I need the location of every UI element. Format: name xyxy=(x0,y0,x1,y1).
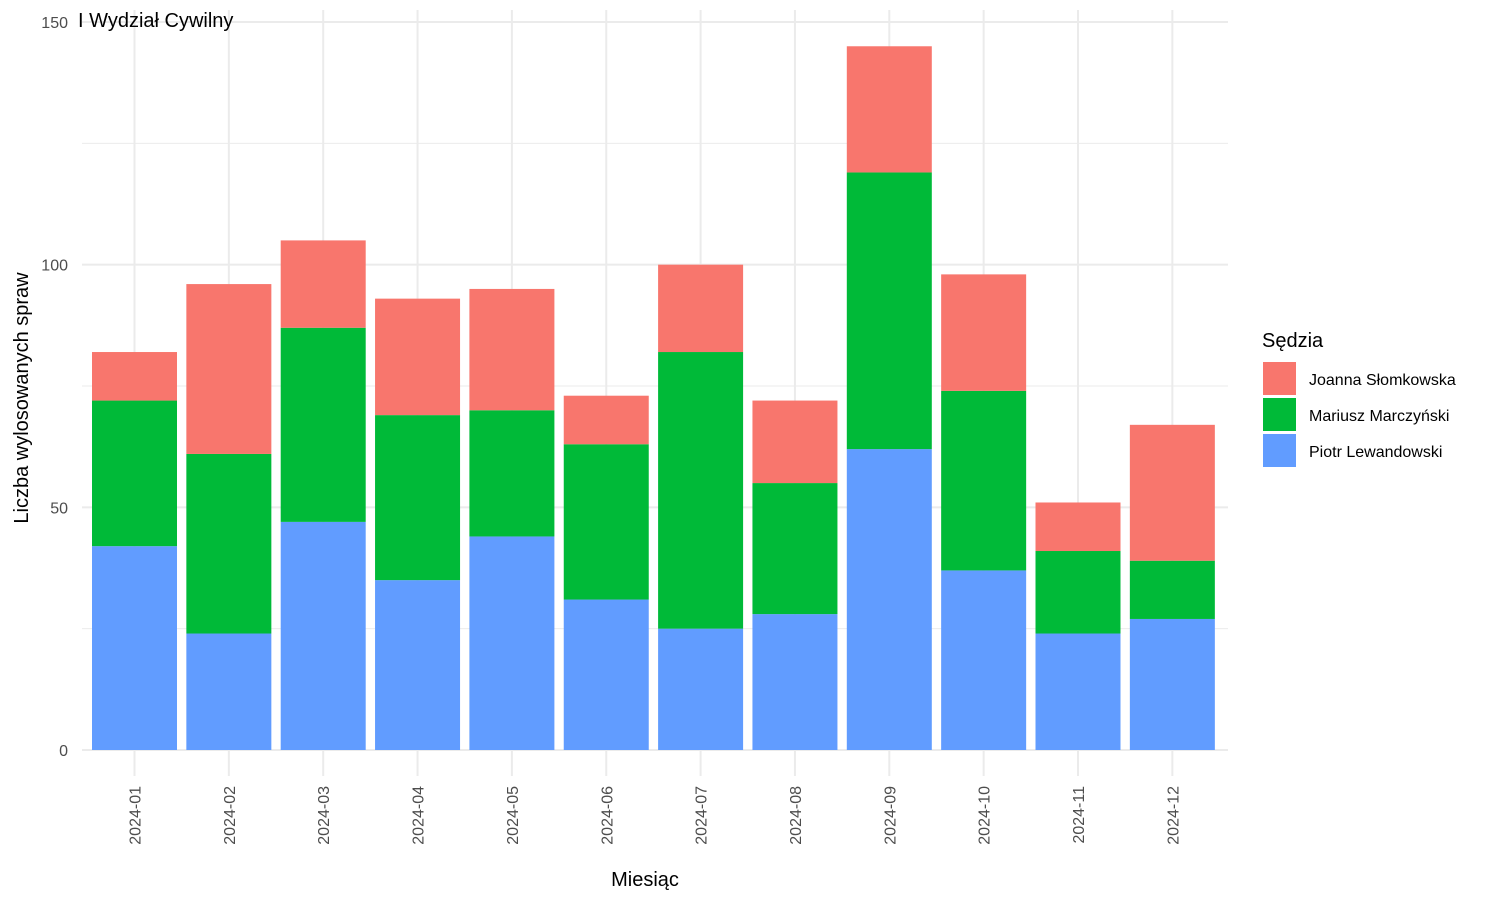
bar-segment xyxy=(186,453,272,634)
bar-segment xyxy=(469,410,555,537)
bars xyxy=(92,46,1215,750)
bar-segment xyxy=(92,400,177,547)
bar-segment xyxy=(752,400,838,484)
bar-segment xyxy=(658,264,744,353)
x-tick-label: 2024-06 xyxy=(599,786,616,845)
bar-segment xyxy=(941,570,1027,750)
bar-segment xyxy=(941,274,1027,391)
bar-segment xyxy=(846,172,932,450)
chart-title: I Wydział Cywilny xyxy=(78,10,233,32)
bar-segment xyxy=(658,628,744,750)
bar-segment xyxy=(469,288,555,411)
bar-segment xyxy=(92,546,177,750)
x-axis-title: Miesiąc xyxy=(611,869,679,891)
x-tick-label: 2024-07 xyxy=(694,786,711,845)
bar-segment xyxy=(469,536,555,750)
legend-swatch xyxy=(1263,362,1296,395)
x-tick-label: 2024-12 xyxy=(1165,786,1182,845)
legend-title: Sędzia xyxy=(1262,330,1324,352)
y-tick-label: 150 xyxy=(41,15,68,32)
bar-segment xyxy=(280,521,366,750)
bar-segment xyxy=(186,633,272,750)
bar-segment xyxy=(1035,633,1121,750)
bar-segment xyxy=(280,327,366,522)
legend-swatch xyxy=(1263,434,1296,467)
x-tick-label: 2024-03 xyxy=(316,786,333,845)
bar-segment xyxy=(941,390,1027,571)
bar-segment xyxy=(658,352,744,629)
bar-segment xyxy=(1035,551,1121,634)
x-tick-label: 2024-08 xyxy=(788,786,805,845)
y-tick-label: 100 xyxy=(41,258,68,275)
bar-segment xyxy=(1035,502,1121,552)
x-tick-label: 2024-05 xyxy=(505,786,522,845)
bar-segment xyxy=(280,240,366,328)
bar-segment xyxy=(186,284,272,454)
bar-segment xyxy=(563,599,649,750)
legend-label: Piotr Lewandowski xyxy=(1309,444,1442,461)
legend-label: Joanna Słomkowska xyxy=(1309,372,1456,389)
bar-segment xyxy=(92,352,177,401)
y-axis-ticks: 0 50 100 150 xyxy=(41,15,68,760)
bar-segment xyxy=(375,298,461,416)
bar-segment xyxy=(1129,618,1215,750)
bar-segment xyxy=(752,614,838,750)
bar-segment xyxy=(1129,424,1215,561)
x-tick-label: 2024-11 xyxy=(1071,786,1088,844)
bar-segment xyxy=(375,415,461,581)
y-tick-label: 50 xyxy=(50,500,68,517)
x-tick-label: 2024-01 xyxy=(128,786,145,845)
legend-label: Mariusz Marczyński xyxy=(1309,408,1449,425)
x-tick-label: 2024-02 xyxy=(222,786,239,845)
bar-segment xyxy=(563,444,649,600)
bar-segment xyxy=(1129,560,1215,619)
bar-segment xyxy=(846,449,932,750)
x-tick-label: 2024-04 xyxy=(411,786,428,845)
y-axis-title: Liczba wylosowanych spraw xyxy=(11,272,33,524)
x-axis-ticks: 2024-01 2024-02 2024-03 2024-04 2024-05 2024-… xyxy=(128,786,1183,845)
legend: Sędzia Joanna Słomkowska Mariusz Marczyńs… xyxy=(1262,330,1456,467)
bar-segment xyxy=(752,483,838,615)
bar-segment xyxy=(375,580,461,750)
y-tick-label: 0 xyxy=(59,743,68,760)
bar-segment xyxy=(563,395,649,445)
x-tick-label: 2024-09 xyxy=(882,786,899,845)
x-tick-label: 2024-10 xyxy=(977,786,994,845)
bar-segment xyxy=(846,46,932,173)
legend-swatch xyxy=(1263,398,1296,431)
